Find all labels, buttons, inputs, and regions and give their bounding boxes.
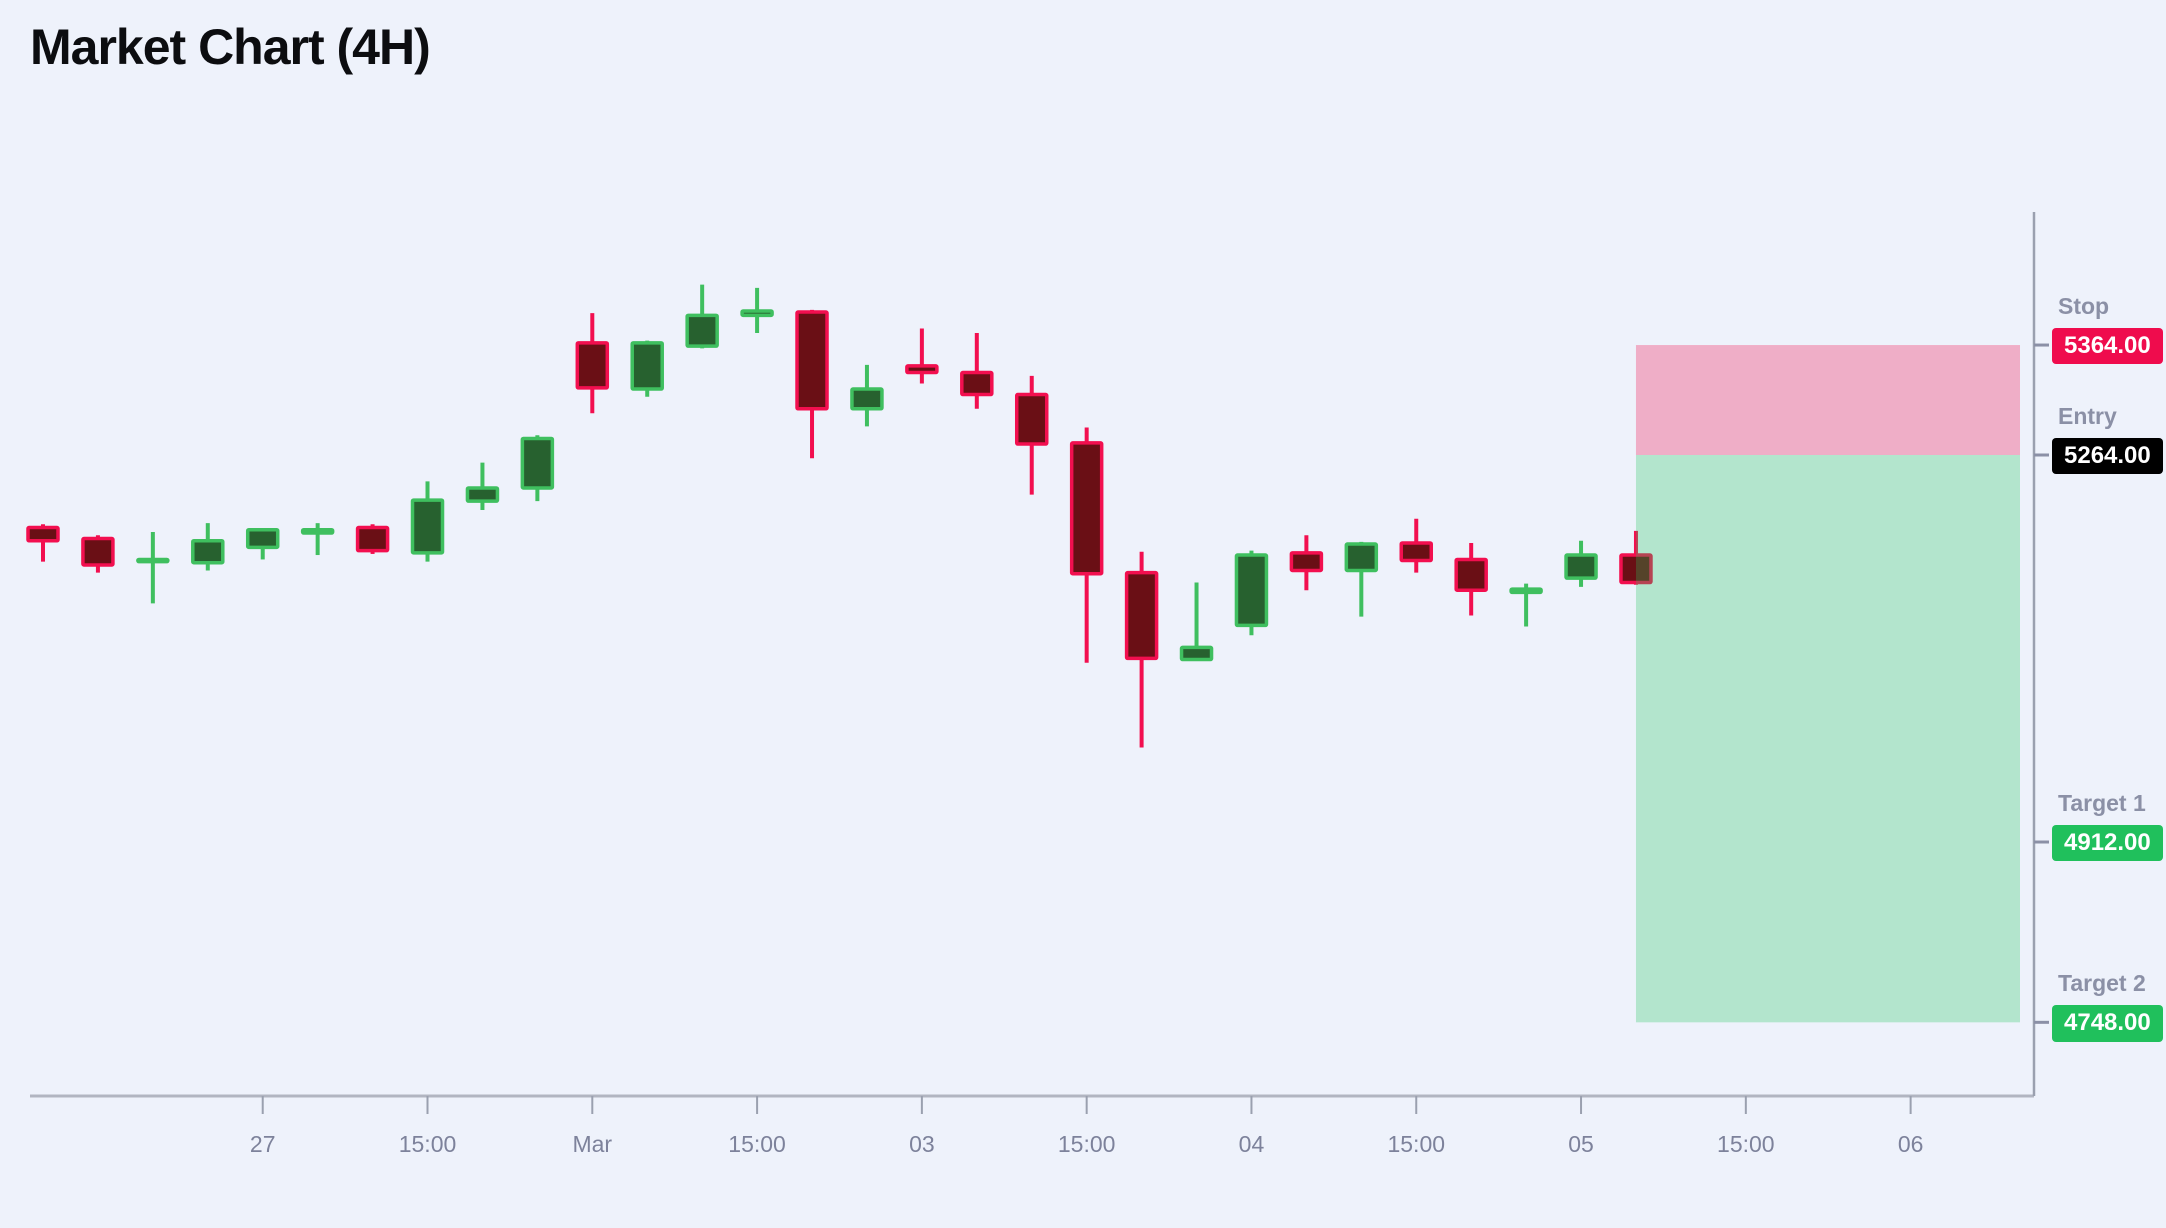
x-tick-label: Mar	[572, 1131, 612, 1157]
candle-body-up	[245, 528, 280, 550]
candle-body-down	[355, 525, 390, 553]
x-tick-label: 05	[1568, 1131, 1594, 1157]
level-badge-entry: 5264.00	[2052, 437, 2163, 475]
x-tick-label: 15:00	[728, 1131, 786, 1157]
level-badge-target2: 4748.00	[2052, 1005, 2163, 1042]
candle-body-down	[575, 341, 610, 390]
candle-body-up	[630, 341, 664, 391]
candle-body-up	[685, 313, 719, 348]
candle-body-up	[850, 387, 884, 411]
candle-body-down	[1014, 392, 1049, 446]
level-label-target1: Target 1	[2058, 790, 2146, 816]
x-tick-label: 04	[1239, 1131, 1265, 1157]
x-tick-label: 15:00	[1717, 1131, 1775, 1157]
candle-body-down	[795, 310, 829, 411]
candle-body-down	[905, 364, 939, 375]
level-label-stop: Stop	[2058, 293, 2110, 320]
x-tick-label: 03	[909, 1131, 935, 1157]
x-tick-label: 15:00	[399, 1131, 457, 1157]
candle-body-down	[1454, 557, 1488, 592]
candle-body-up	[300, 528, 335, 535]
candle-body-down	[1619, 553, 1653, 585]
level-badge-target1: 4912.00	[2052, 825, 2163, 862]
candle-body-up	[410, 498, 445, 555]
risk-zone	[1635, 345, 2020, 455]
candle-body-down	[81, 536, 115, 567]
candle-body-up	[465, 486, 500, 503]
candle-body-up	[1509, 587, 1543, 595]
x-tick-label: 15:00	[1387, 1131, 1445, 1157]
reward-zone	[1635, 454, 2020, 1023]
candle-body-down	[1399, 541, 1433, 563]
candle-body-up	[1344, 542, 1379, 573]
x-tick-label: 06	[1898, 1131, 1924, 1157]
x-tick-label: 27	[250, 1131, 276, 1157]
candle-body-down	[1124, 570, 1159, 661]
candle-body-up	[136, 557, 170, 564]
candle-body-up	[1179, 645, 1214, 662]
candle-body-up	[520, 436, 555, 490]
level-label-entry: Entry	[2058, 402, 2117, 429]
candle-body-up	[1234, 553, 1269, 628]
candle-body-up	[191, 539, 225, 565]
x-tick-label: 15:00	[1058, 1131, 1116, 1157]
candle-body-up	[1564, 553, 1598, 580]
candle-body-up	[740, 309, 774, 318]
level-label-target2: Target 2	[2058, 970, 2146, 997]
candle-body-down	[1289, 551, 1324, 573]
candle-body-down	[960, 370, 994, 397]
candle-body-down	[1069, 441, 1104, 576]
page-title: Market Chart (4H)	[30, 19, 431, 75]
candle-body-down	[26, 525, 60, 543]
level-badge-stop: 5364.00	[2052, 328, 2163, 365]
